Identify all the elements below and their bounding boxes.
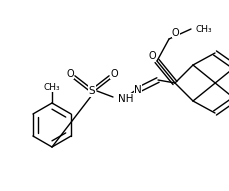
Text: O: O <box>110 69 118 79</box>
Text: O: O <box>66 69 74 79</box>
Text: S: S <box>89 86 95 96</box>
Text: CH₃: CH₃ <box>196 24 213 33</box>
Text: O: O <box>172 28 180 38</box>
Text: N: N <box>134 85 142 95</box>
Text: NH: NH <box>118 94 134 104</box>
Text: CH₃: CH₃ <box>44 83 60 92</box>
Text: O: O <box>148 51 156 61</box>
